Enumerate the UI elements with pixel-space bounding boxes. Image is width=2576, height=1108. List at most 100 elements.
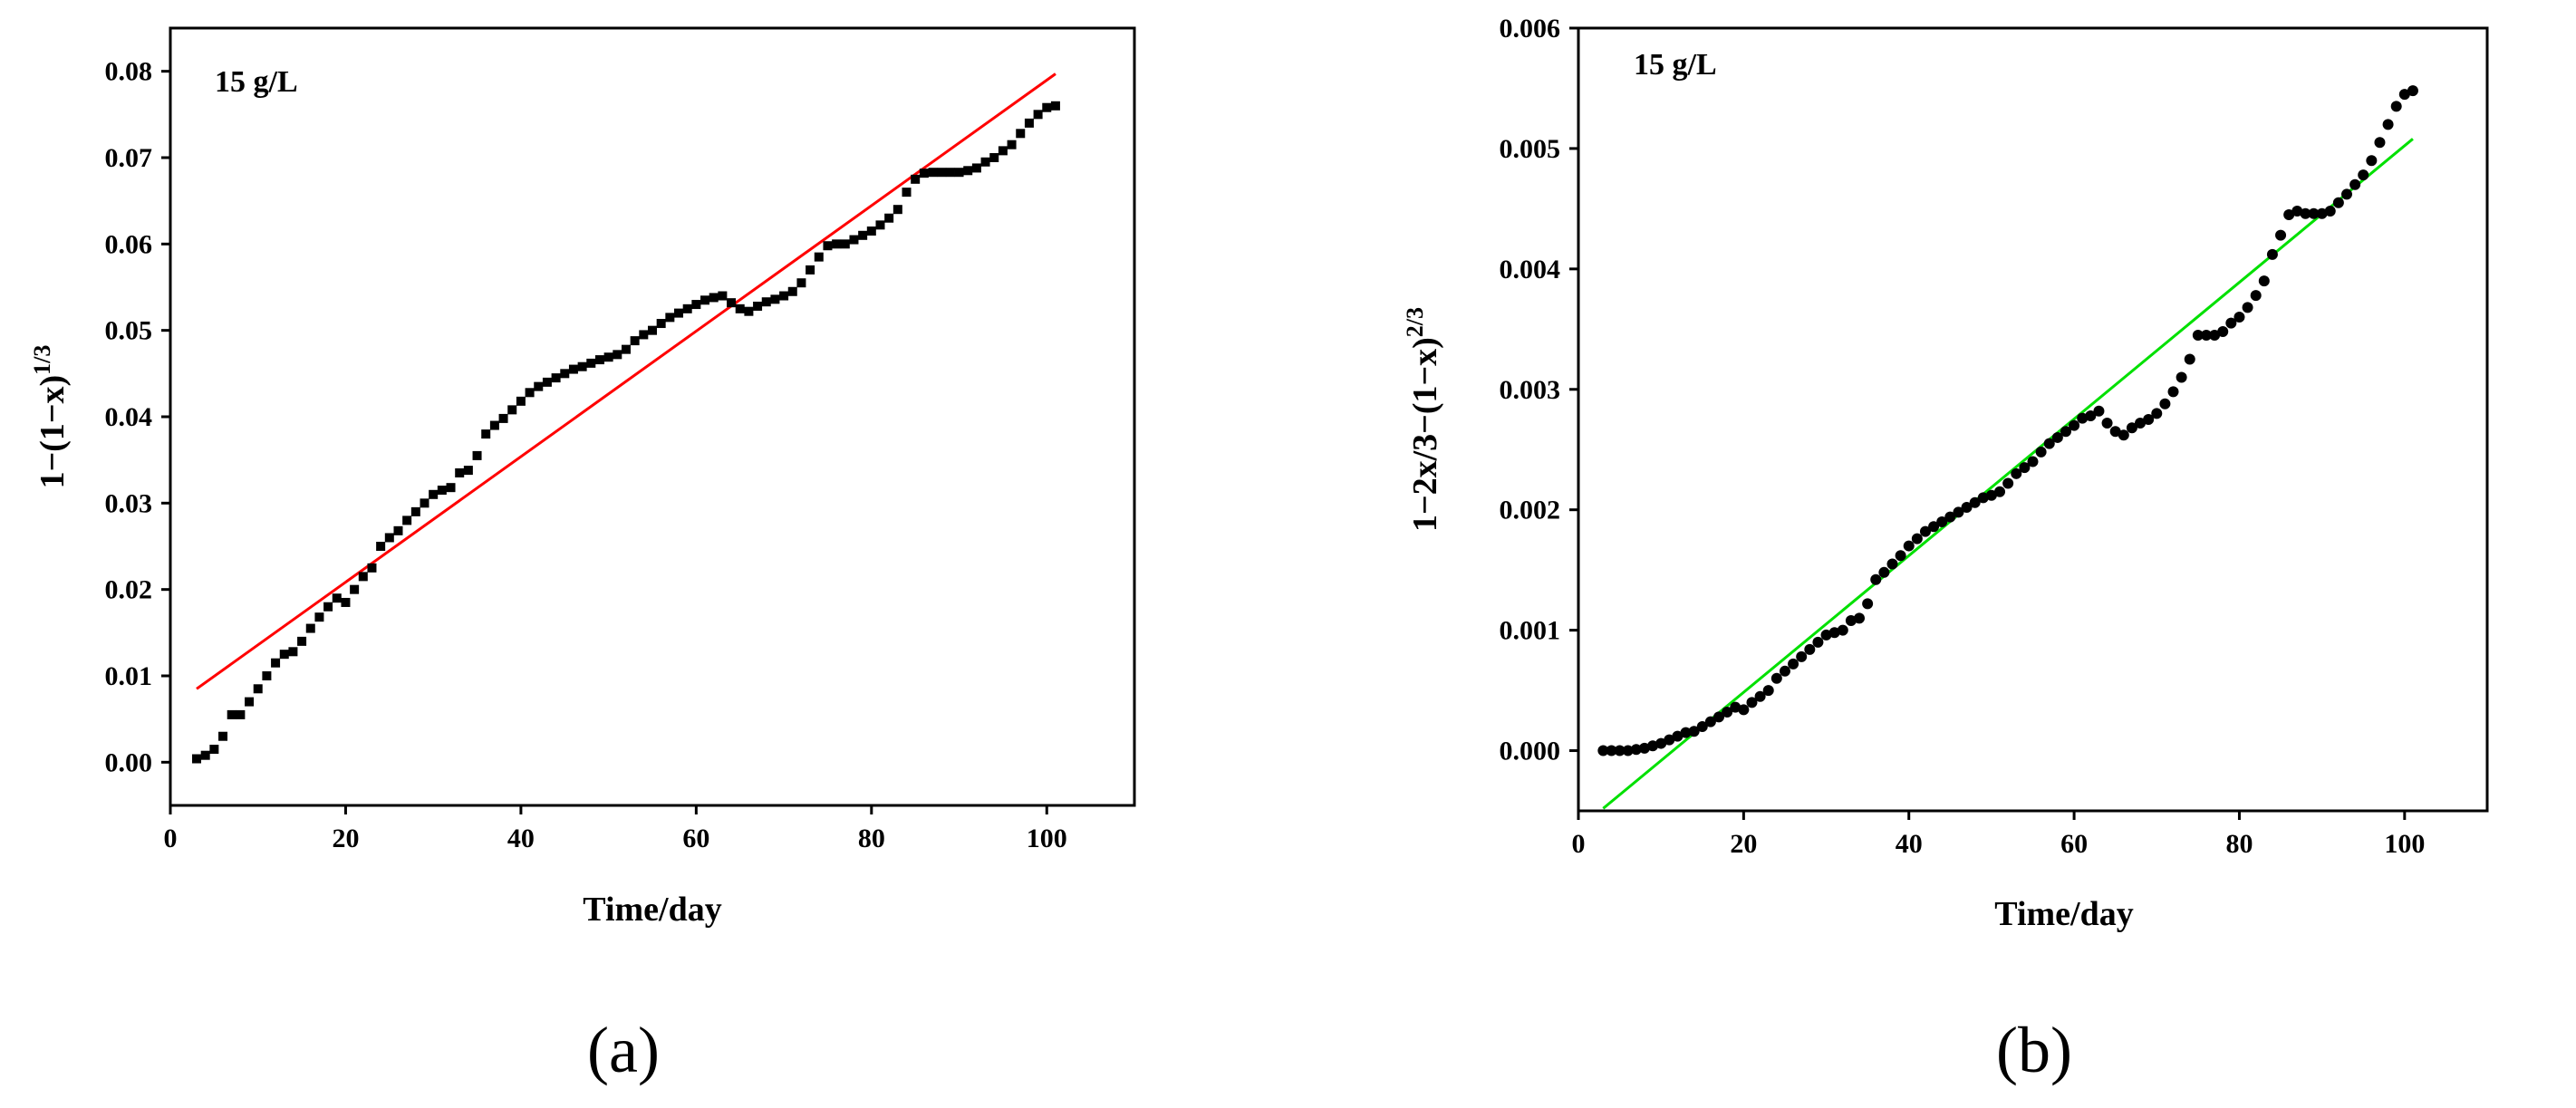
- data-point: [2250, 290, 2262, 302]
- data-point: [534, 381, 544, 391]
- data-point: [245, 697, 255, 707]
- data-point: [218, 731, 228, 741]
- data-point: [1016, 129, 1026, 139]
- data-point: [2275, 229, 2287, 241]
- x-axis-title: Time/day: [1994, 895, 2133, 933]
- data-point: [586, 358, 596, 368]
- data-point: [498, 413, 508, 423]
- data-point: [945, 168, 955, 178]
- data-point: [656, 319, 666, 329]
- data-point: [613, 350, 622, 360]
- data-point: [691, 300, 701, 310]
- data-point: [919, 169, 929, 178]
- data-point: [551, 373, 561, 383]
- data-point: [603, 352, 613, 362]
- data-point: [2291, 206, 2303, 217]
- data-point: [1680, 727, 1692, 738]
- data-point: [2258, 275, 2270, 287]
- y-tick-label: 0.08: [105, 57, 153, 87]
- chart-panel-b: 0 20 40 60 80 100 0.000 0.001 0.002 0.003 0.004 0.0…: [1402, 14, 2489, 1086]
- data-point: [384, 533, 394, 543]
- data-point: [2398, 89, 2410, 101]
- data-point: [350, 584, 360, 594]
- data-point: [832, 239, 842, 249]
- y-tick-label: 0.01: [105, 661, 153, 691]
- data-point: [1042, 102, 1052, 112]
- x-tick-label: 20: [332, 824, 359, 853]
- data-point: [1738, 704, 1750, 716]
- data-point: [1854, 612, 1866, 624]
- data-point: [2085, 410, 2097, 422]
- data-point: [1722, 707, 1733, 718]
- x-tick-label: 40: [1896, 829, 1923, 859]
- data-point: [761, 297, 771, 307]
- concentration-annotation: 15 g/L: [215, 65, 298, 99]
- y-tick-label: 0.000: [1500, 737, 1561, 766]
- data-point: [892, 205, 902, 215]
- data-point: [744, 306, 754, 316]
- data-point: [735, 303, 745, 313]
- y-axis-title-main: 1−(1−x): [34, 375, 72, 489]
- data-point: [2233, 312, 2245, 323]
- data-point: [2077, 412, 2089, 424]
- data-point: [718, 291, 728, 301]
- y-tick-label: 0.05: [105, 316, 153, 346]
- data-point: [2407, 85, 2418, 97]
- plot-frame: [1577, 26, 2489, 813]
- x-tick-label: 100: [2384, 829, 2425, 859]
- data-point: [2382, 119, 2394, 130]
- data-point: [1870, 573, 1882, 585]
- data-point: [849, 235, 859, 245]
- x-tick-label: 60: [2060, 829, 2088, 859]
- data-point: [963, 166, 973, 176]
- data-point: [700, 295, 710, 305]
- data-point: [1878, 566, 1890, 578]
- data-point: [779, 291, 789, 301]
- data-point: [305, 623, 315, 633]
- data-point: [1630, 744, 1642, 756]
- data-point: [630, 336, 640, 346]
- data-point: [376, 542, 386, 551]
- data-point: [1762, 685, 1774, 697]
- data-point: [1845, 614, 1857, 626]
- data-point: [420, 498, 429, 508]
- data-point: [1969, 496, 1981, 508]
- data-point: [2019, 462, 2031, 474]
- data-point: [1862, 598, 1874, 610]
- y-tick-label: 0.001: [1500, 616, 1561, 646]
- data-point: [902, 188, 912, 198]
- data-point: [2300, 207, 2311, 219]
- data-point: [2316, 207, 2328, 219]
- data-point: [1688, 726, 1700, 737]
- data-point: [2167, 386, 2179, 398]
- data-point: [639, 330, 649, 340]
- data-point: [1606, 745, 1617, 756]
- data-point: [674, 308, 684, 318]
- data-point: [341, 597, 351, 607]
- y-tick-label: 0.005: [1500, 134, 1561, 164]
- data-point: [2184, 353, 2195, 365]
- data-point: [875, 220, 885, 230]
- panel-label-a: (a): [587, 1014, 660, 1086]
- data-point: [1820, 629, 1832, 641]
- data-point: [2027, 456, 2039, 467]
- data-point: [560, 369, 570, 379]
- data-point: [1770, 672, 1782, 684]
- data-point: [2176, 371, 2187, 383]
- data-point: [481, 429, 491, 439]
- data-point: [1788, 658, 1799, 670]
- data-point: [621, 344, 631, 354]
- data-point: [209, 745, 219, 755]
- data-point: [437, 486, 447, 496]
- data-point: [1614, 745, 1626, 756]
- concentration-annotation: 15 g/L: [1634, 48, 1717, 82]
- data-point: [2135, 417, 2147, 429]
- data-point: [866, 226, 876, 236]
- y-axis-title: 1−(1−x)1/3: [29, 345, 72, 489]
- data-point: [2002, 477, 2014, 489]
- data-point: [314, 612, 324, 622]
- data-point: [1977, 492, 1989, 504]
- data-point: [1050, 101, 1060, 111]
- plot-frame: [169, 26, 1136, 807]
- data-point: [1638, 742, 1650, 754]
